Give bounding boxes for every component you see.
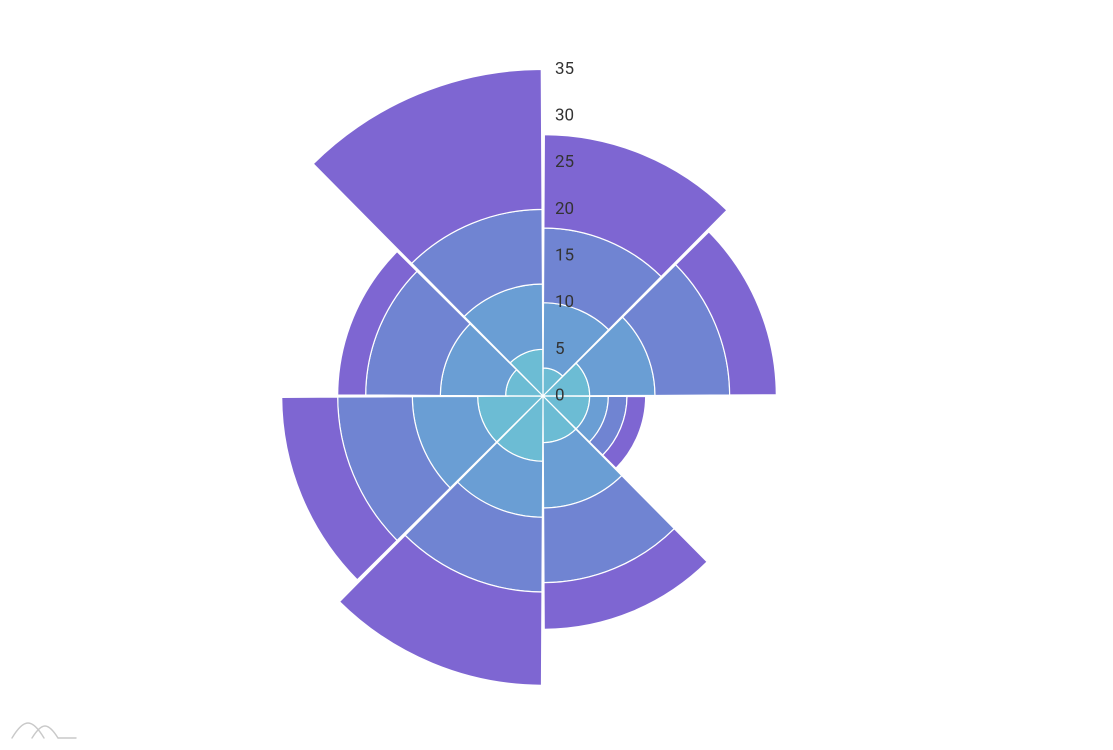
polar-stacked-bar-chart: 0 5 10 15 20 25 30 35	[0, 0, 1113, 750]
axis-tick-0: 0	[555, 385, 565, 405]
sectors-group	[282, 69, 777, 685]
axis-tick-30: 30	[555, 105, 574, 125]
axis-tick-20: 20	[555, 199, 574, 219]
axis-tick-5: 5	[555, 339, 565, 359]
axis-tick-35: 35	[555, 59, 574, 79]
axis-tick-15: 15	[555, 245, 574, 265]
logo-curve-1	[12, 723, 44, 738]
axis-tick-10: 10	[555, 292, 574, 312]
axis-tick-25: 25	[555, 152, 574, 172]
watermark-logo	[10, 716, 80, 742]
